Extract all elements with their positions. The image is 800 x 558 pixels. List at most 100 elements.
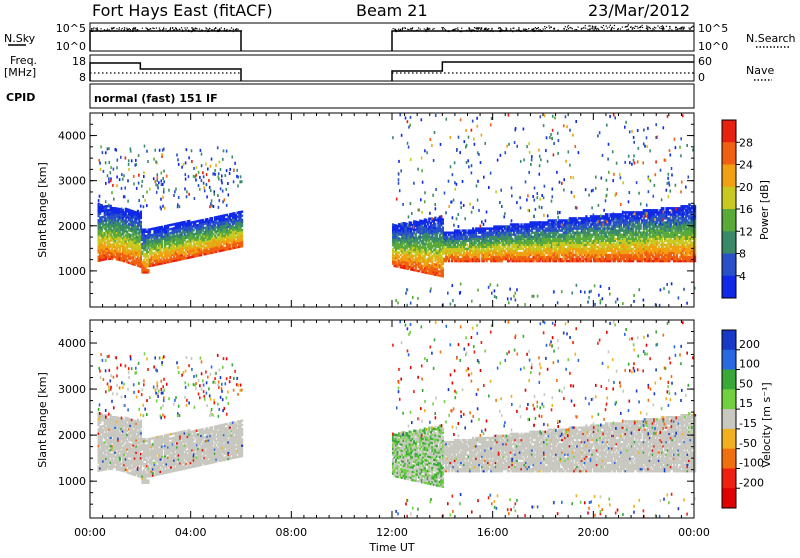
noise-dot [185,29,186,30]
noise-dot [568,25,569,26]
noise-dot [154,28,155,29]
power-cell [147,255,149,257]
noise-dot [543,29,544,30]
noise-dot [680,28,681,29]
noise-dot [428,29,429,30]
noise-dot [205,30,206,31]
noise-dot [646,25,647,26]
noise-dot [592,26,593,27]
noise-dot [401,31,402,32]
noise-dot [506,29,507,30]
noise-dot [148,29,149,30]
noise-dot [93,27,94,28]
noise-dot [683,29,684,30]
noise-dot [159,29,160,30]
noise-dot [689,28,690,29]
power-cell [211,217,213,219]
noise-dot [661,26,662,27]
noise-dot [598,29,599,30]
noise-dot [132,29,133,30]
noise-dot [663,28,664,29]
noise-dot [649,27,650,28]
noise-dot [91,28,92,29]
noise-dot [122,28,123,29]
noise-dot [129,31,130,32]
noise-dot [500,28,501,29]
nsearch-label: N.Search [746,32,796,45]
noise-traces [90,24,695,51]
noise-dot [397,31,398,32]
noise-dot [417,30,418,31]
noise-dot [205,27,206,28]
power-cell [442,218,444,220]
noise-dot [124,30,125,31]
noise-dot [627,26,628,27]
noise-dot [595,26,596,27]
noise-dot [466,30,467,31]
noise-dot [505,27,506,28]
noise-dot [647,27,648,28]
noise-dot [418,27,419,28]
power-cell [241,243,243,245]
noise-dot [192,27,193,28]
noise-dot [219,29,220,30]
noise-dot [642,27,643,28]
noise-dot [163,29,164,30]
power-cell [458,229,460,231]
noise-dot [654,27,655,28]
noise-dot [110,30,111,31]
noise-dot [188,30,189,31]
power-cell [140,221,142,223]
power-cell [241,229,243,231]
noise-dot [578,27,579,28]
noise-dot [477,31,478,32]
noise-dot [637,28,638,29]
noise-dot [546,27,547,28]
noise-dot [538,29,539,30]
noise-dot [182,31,183,32]
noise-dot [566,29,567,30]
noise-dot [457,29,458,30]
noise-dot [602,27,603,28]
noise-dot [104,29,105,30]
noise-dot [567,27,568,28]
noise-tick-high-right: 10^5 [698,22,728,35]
noise-dot [503,30,504,31]
noise-dot [663,26,664,27]
noise-dot [571,27,572,28]
noise-dot [659,27,660,28]
power-cell [241,223,243,225]
noise-dot [420,29,421,30]
power-cell [415,235,417,237]
noise-dot [474,30,475,31]
noise-dot [628,24,629,25]
noise-dot [487,29,488,30]
station-title: Fort Hays East (fitACF) [92,1,273,20]
noise-dot [533,31,534,32]
noise-dot [107,30,108,31]
noise-dot [121,30,122,31]
power-cell [99,213,101,215]
freq-line-2 [392,62,694,81]
noise-dot [208,31,209,32]
noise-dot [151,30,152,31]
nsky-label: N.Sky [4,32,36,45]
power-cell [466,244,468,246]
noise-dot [119,27,120,28]
noise-dot [184,27,185,28]
noise-line-1 [90,31,241,51]
noise-dot [212,29,213,30]
noise-dot [575,29,576,30]
noise-dot [662,29,663,30]
noise-dot [681,28,682,29]
cpid-text: normal (fast) 151 IF [94,92,218,105]
power-cell [606,213,608,215]
noise-dot [236,28,237,29]
noise-dot [402,28,403,29]
noise-dot [472,29,473,30]
noise-dot [476,28,477,29]
noise-dot [676,27,677,28]
noise-dot [101,28,102,29]
power-cell [517,223,519,225]
